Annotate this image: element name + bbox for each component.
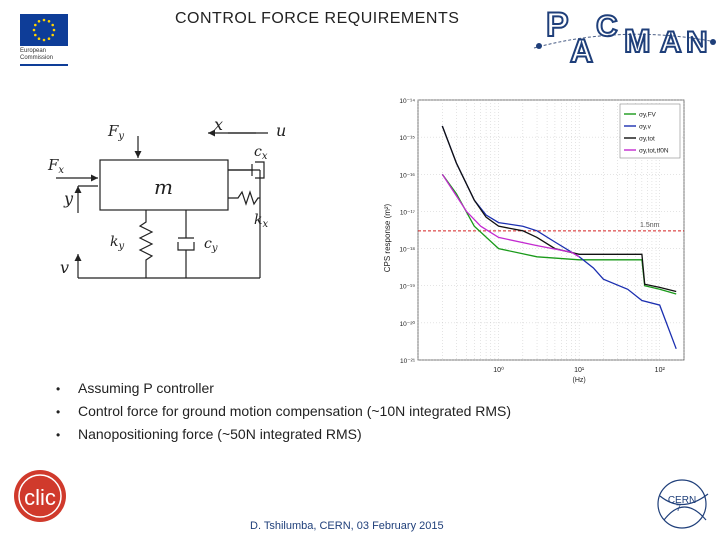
- eu-logo-line-2: Commission: [20, 55, 54, 61]
- label-ky: ky: [110, 234, 124, 252]
- bullet-item: Nanopositioning force (~50N integrated R…: [56, 423, 511, 446]
- eu-logo-caption: European Commission: [20, 48, 53, 62]
- footer-author-date: D. Tshilumba, CERN, 03 February 2015: [250, 520, 444, 532]
- pacman-letter-p: P: [546, 6, 569, 44]
- label-y: y: [63, 189, 74, 208]
- chart-x-tick-label: 10⁰: [493, 366, 504, 374]
- chart-legend-label: σy,tot: [639, 136, 655, 143]
- label-cy: cy: [204, 236, 218, 254]
- label-cx: cx: [254, 144, 268, 162]
- chart-y-tick-label: 10⁻²⁰: [400, 320, 416, 328]
- chart-threshold-label: 1.5nm: [640, 222, 660, 229]
- pacman-letter-c: C: [596, 10, 618, 43]
- slide-title: CONTROL FORCE REQUIREMENTS: [175, 10, 460, 27]
- chart-legend-label: σy,v: [639, 124, 652, 131]
- eu-stars-icon: [32, 18, 56, 42]
- pacman-logo: P A C M A N: [533, 5, 717, 70]
- chart-legend: σy,FV σy,v σy,tot σy,tot,tf0N: [619, 103, 681, 159]
- chart-y-tick-label: 10⁻¹⁸: [399, 247, 415, 254]
- chart-y-tick-label: 10⁻¹⁷: [400, 209, 416, 216]
- pacman-letter-a1: A: [570, 33, 593, 69]
- bullet-item: Assuming P controller: [56, 377, 511, 400]
- clic-logo: clic: [14, 470, 66, 522]
- cern-logo: CERN: [657, 479, 709, 529]
- cern-logo-text: CERN: [668, 495, 696, 506]
- chart-legend-label: σy,tot,tf0N: [639, 148, 669, 155]
- chart-y-tick-label: 10⁻¹⁶: [399, 172, 415, 179]
- chart-series-line: [441, 125, 677, 293]
- label-kx: kx: [254, 212, 268, 230]
- label-x: x: [214, 118, 223, 134]
- chart-y-tick-label: 10⁻¹⁴: [399, 98, 415, 105]
- chart-series-group: [441, 125, 677, 350]
- label-fx: Fx: [47, 156, 64, 176]
- chart-x-tick-label: 10²: [655, 367, 666, 374]
- chart-y-tick-label: 10⁻¹⁹: [399, 284, 415, 291]
- damper-cy: [177, 210, 195, 278]
- chart-legend-box: [619, 103, 681, 159]
- chart-legend-label: σy,FV: [639, 112, 657, 119]
- label-v: v: [60, 258, 69, 277]
- label-fy: Fy: [107, 122, 124, 142]
- cps-response-chart: CPS response (m²) 10⁻¹⁴ 10⁻¹⁵ 10⁻¹⁶ 10⁻¹⁷ 10…: [383, 98, 685, 384]
- eu-logo-rule: [20, 64, 68, 66]
- chart-y-tick-label: 10⁻¹⁵: [399, 135, 415, 142]
- spring-ky: [138, 210, 154, 278]
- bullet-list: Assuming P controller Control force for …: [56, 377, 511, 446]
- eu-flag-logo: [20, 14, 68, 46]
- mass-block: [99, 159, 229, 211]
- mass-spring-diagram: Fy x u Fx m cx y kx ky cy v: [47, 118, 286, 279]
- chart-ylabel: CPS response (m²): [383, 203, 392, 272]
- label-u: u: [276, 121, 286, 140]
- page-number: 7: [676, 503, 682, 513]
- eu-logo-line-1: European: [20, 48, 47, 54]
- clic-logo-text: clic: [24, 485, 56, 510]
- bullet-item: Control force for ground motion compensa…: [56, 400, 511, 423]
- pacman-dot-icon: [710, 39, 716, 45]
- pacman-dot-icon: [536, 43, 542, 49]
- pacman-letter-a2: A: [660, 26, 682, 59]
- chart-series-line: [441, 173, 677, 295]
- chart-series-line: [441, 173, 580, 258]
- pacman-letter-n: N: [686, 26, 708, 59]
- chart-x-tick-label: 10¹: [574, 367, 585, 374]
- pacman-letter-m: M: [624, 23, 651, 59]
- chart-xlabel: (Hz): [573, 377, 586, 384]
- chart-y-tick-label: 10⁻²¹: [400, 358, 416, 365]
- label-m: m: [154, 175, 173, 199]
- spring-kx: [228, 190, 260, 206]
